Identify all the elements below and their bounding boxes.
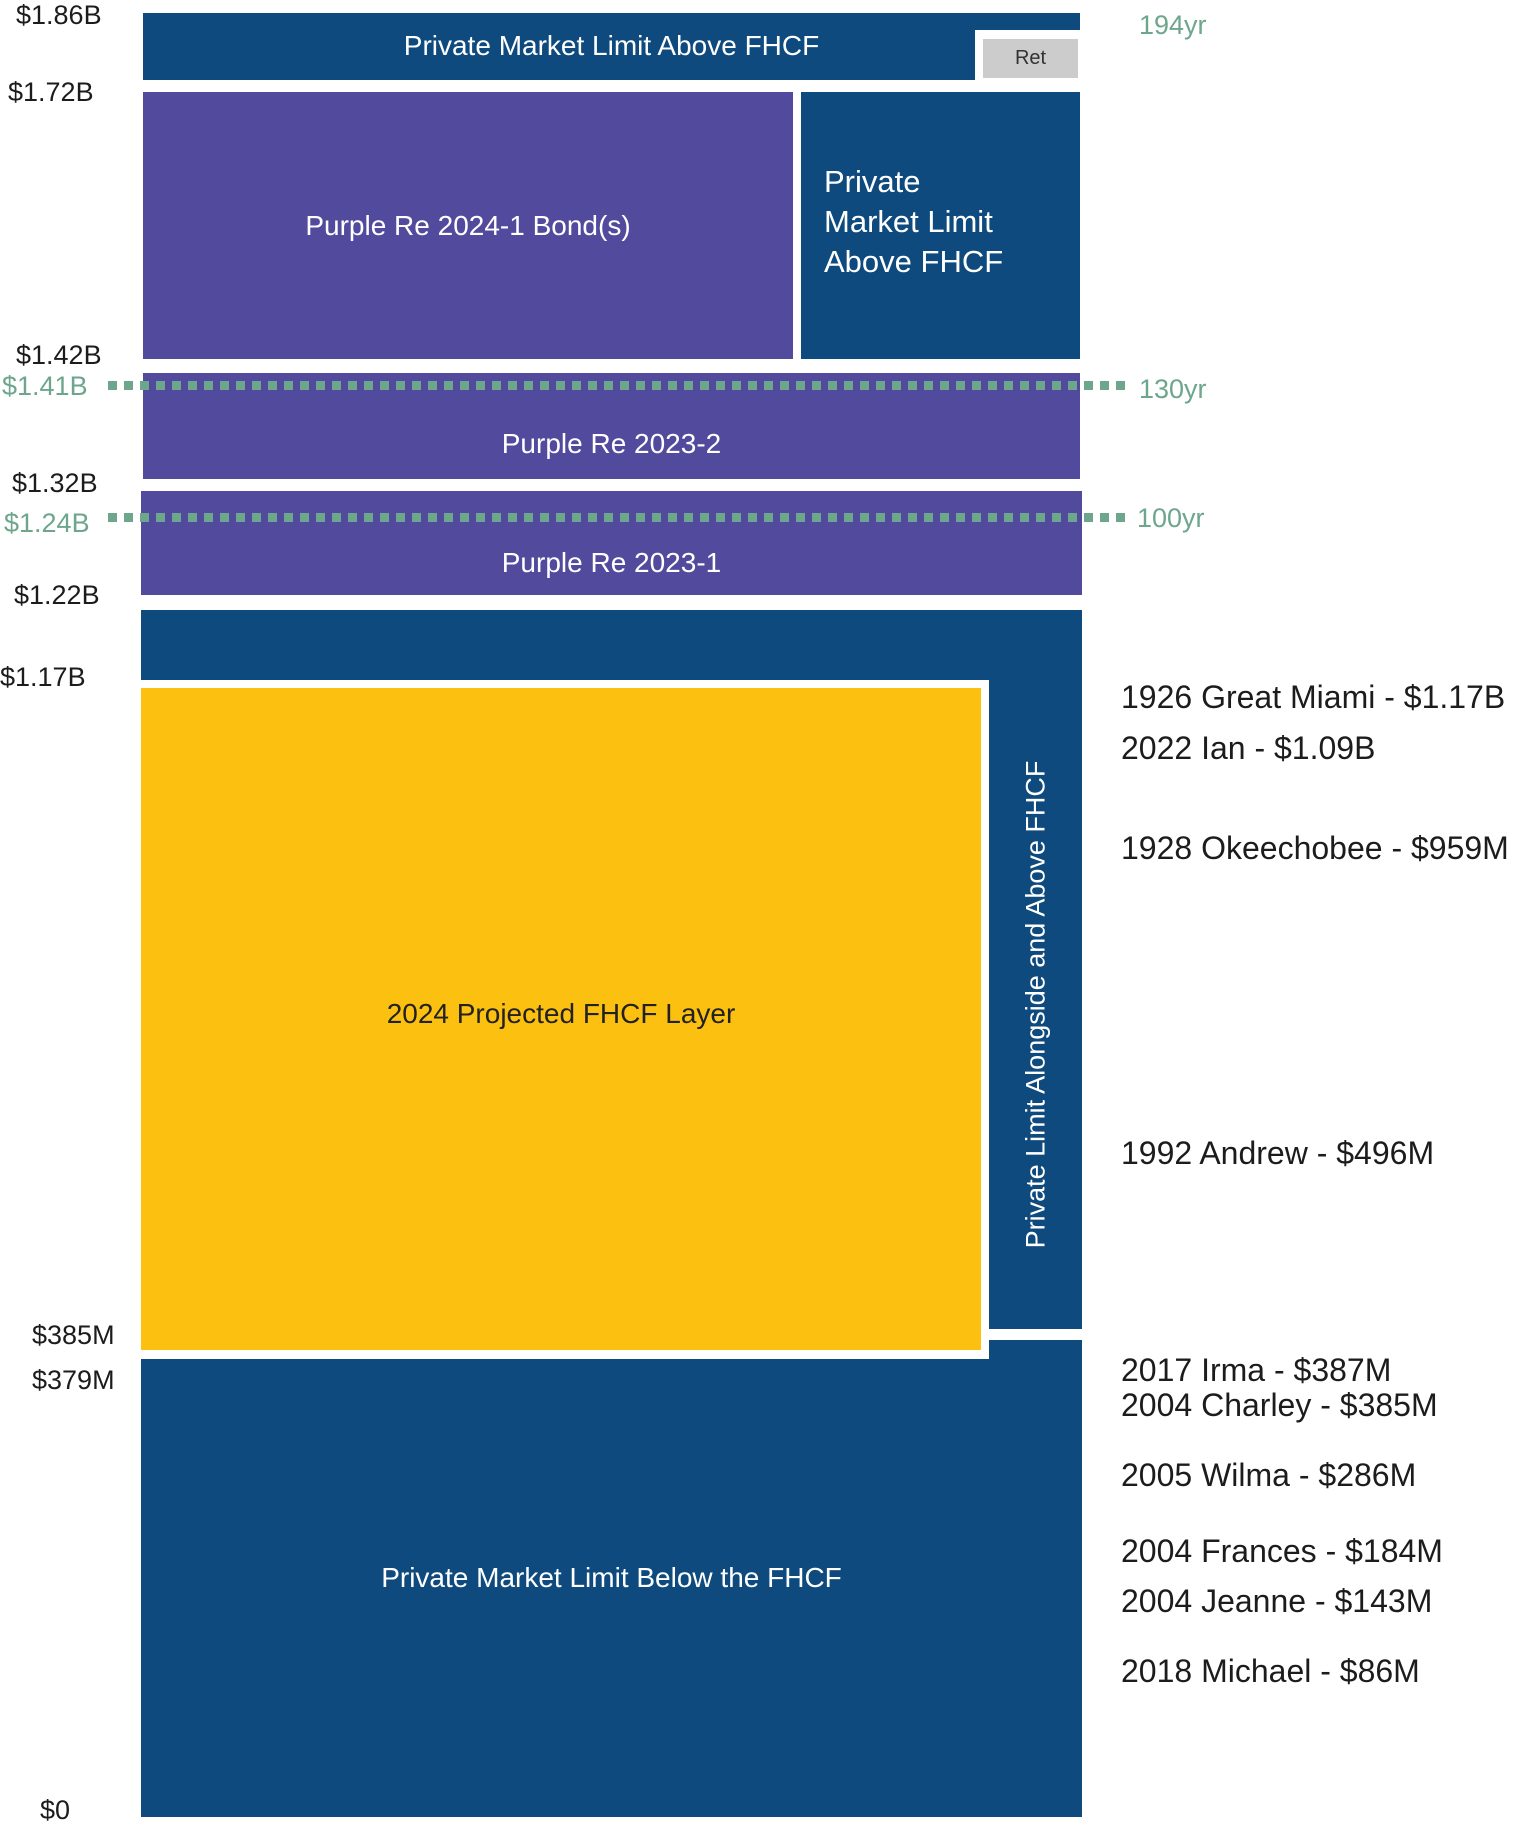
ylabel-124b: $1.24B [4, 508, 90, 538]
ret-label: Ret [1014, 47, 1047, 69]
storm-label: 2004 Jeanne - $143M [1121, 1583, 1433, 1619]
layer-fhcf-label: 2024 Projected FHCF Layer [386, 998, 736, 1029]
ylabel-142b: $1.42B [16, 340, 102, 370]
storm-label: 2018 Michael - $86M [1121, 1653, 1420, 1689]
ylabel-141b: $1.41B [2, 371, 88, 401]
storm-label: 2005 Wilma - $286M [1121, 1457, 1417, 1493]
layer-alongside-label: Private Limit Alongside and Above FHCF [1020, 760, 1050, 1249]
private-side-line3: Above FHCF [824, 244, 1004, 279]
rp-194yr: 194yr [1139, 10, 1207, 40]
ylabel-385m: $385M [32, 1320, 115, 1350]
layer-purple-2023-1: Purple Re 2023-1 [141, 491, 1082, 595]
rp-100yr: 100yr [1137, 503, 1205, 533]
layer-below-fhcf-label: Private Market Limit Below the FHCF [381, 1562, 842, 1593]
ret-block: Ret [983, 39, 1078, 78]
ylabel-122b: $1.22B [14, 580, 100, 610]
layer-private-side: Private Market Limit Above FHCF [801, 92, 1080, 359]
private-side-line2: Market Limit [824, 204, 993, 239]
storm-label: 2004 Charley - $385M [1121, 1387, 1438, 1423]
ylabel-0: $0 [40, 1795, 71, 1825]
dotline-130yr [108, 381, 1126, 390]
layer-purple-2024-1-label: Purple Re 2024-1 Bond(s) [305, 209, 631, 241]
layer-purple-2023-1-label: Purple Re 2023-1 [501, 547, 722, 578]
storm-label: 2022 Ian - $1.09B [1121, 730, 1376, 766]
private-side-line1: Private [824, 164, 921, 199]
layer-private-top-fill [143, 13, 975, 80]
layer-alongside: Private Limit Alongside and Above FHCF [989, 680, 1082, 1329]
ylabel-379m: $379M [32, 1365, 115, 1395]
ylabel-132b: $1.32B [12, 468, 98, 498]
layer-below-fhcf-top [989, 1340, 1082, 1360]
storm-label: 1992 Andrew - $496M [1121, 1135, 1435, 1171]
storm-label: 2017 Irma - $387M [1121, 1352, 1392, 1388]
storm-label: 1926 Great Miami - $1.17B [1121, 679, 1506, 715]
layer-private-top: Private Market Limit Above FHCF [143, 13, 1080, 80]
ylabel-186b: $1.86B [16, 0, 102, 30]
layer-purple-2023-2-label: Purple Re 2023-2 [501, 428, 722, 459]
ylabel-172b: $1.72B [8, 77, 94, 107]
layer-below-fhcf: Private Market Limit Below the FHCF [141, 1359, 1082, 1817]
dotline-100yr [108, 513, 1126, 522]
ylabel-117b: $1.17B [0, 662, 86, 692]
layer-navy-upper-band [141, 610, 1082, 680]
storm-label: 2004 Frances - $184M [1121, 1533, 1443, 1569]
storm-label: 1928 Okeechobee - $959M [1121, 830, 1509, 866]
rp-130yr: 130yr [1139, 374, 1207, 404]
layer-purple-2023-2: Purple Re 2023-2 [143, 373, 1080, 479]
layer-fhcf: 2024 Projected FHCF Layer [141, 688, 981, 1350]
layer-private-top-label: Private Market Limit Above FHCF [403, 30, 820, 61]
layer-purple-2024-1: Purple Re 2024-1 Bond(s) [143, 92, 793, 359]
